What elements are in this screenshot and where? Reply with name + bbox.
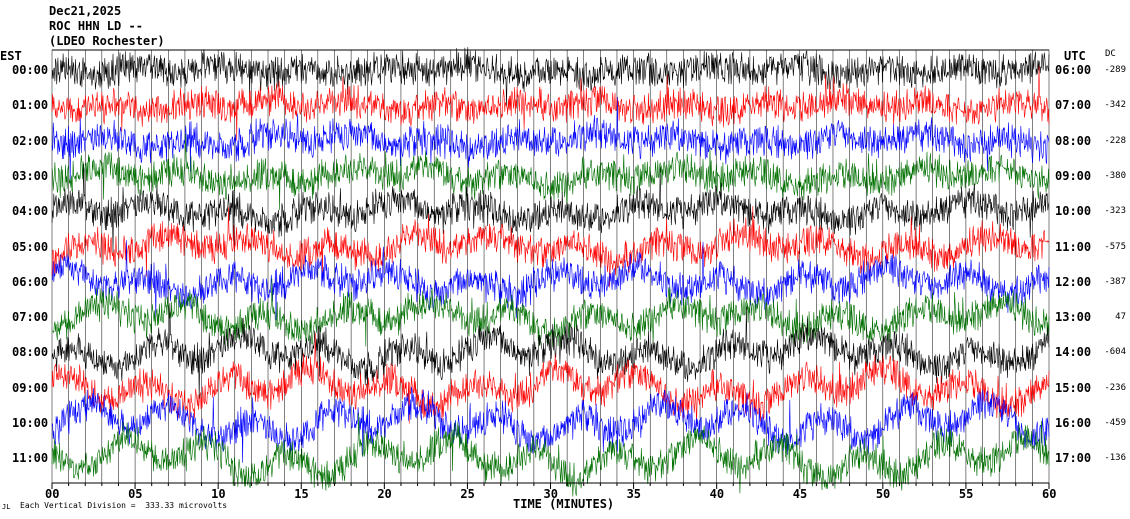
station-label: ROC HHN LD -- xyxy=(49,19,143,33)
est-time-label: 08:00 xyxy=(12,345,49,360)
dc-offset-label: -289 xyxy=(1104,65,1126,75)
est-time-label: 06:00 xyxy=(12,274,49,289)
est-axis-label: EST xyxy=(0,49,22,63)
est-time-label: 00:00 xyxy=(12,63,49,77)
est-time-label: 02:00 xyxy=(12,133,49,148)
dc-offset-label: -387 xyxy=(1104,276,1126,287)
utc-time-label: 07:00 xyxy=(1055,98,1092,113)
dc-offset-label: -236 xyxy=(1104,382,1126,393)
x-tick-label: 15 xyxy=(294,487,309,501)
dc-offset-label: -604 xyxy=(1104,347,1126,358)
x-tick-label: 55 xyxy=(958,487,974,501)
x-tick-label: 10 xyxy=(211,487,226,501)
utc-time-label: 17:00 xyxy=(1055,451,1092,466)
utc-time-label: 16:00 xyxy=(1055,416,1092,430)
trace-line-0500 xyxy=(51,206,1050,288)
trace-line-0700 xyxy=(51,278,1050,348)
dc-offset-label: 47 xyxy=(1115,312,1126,323)
est-time-label: 09:00 xyxy=(12,380,49,395)
x-tick-label: 45 xyxy=(792,487,808,501)
utc-time-label: 12:00 xyxy=(1055,274,1092,289)
trace-line-0900 xyxy=(51,332,1050,426)
trace-line-1100 xyxy=(51,413,1050,497)
est-time-label: 10:00 xyxy=(12,416,49,430)
x-tick-label: 20 xyxy=(377,487,392,501)
utc-time-label: 15:00 xyxy=(1055,380,1092,395)
trace-line-0000 xyxy=(51,47,1050,107)
x-tick-label: 40 xyxy=(709,487,725,501)
dc-offset-label: -136 xyxy=(1104,453,1126,464)
plot-frame xyxy=(51,49,1050,489)
x-tick-label: 25 xyxy=(460,487,475,501)
dc-axis-label: DC xyxy=(1105,49,1116,59)
x-tick-label: 60 xyxy=(1042,487,1057,501)
x-axis-title: TIME (MINUTES) xyxy=(513,497,615,511)
dc-offset-label: -323 xyxy=(1104,206,1126,217)
utc-time-label: 10:00 xyxy=(1055,204,1092,219)
trace-group xyxy=(51,47,1050,497)
x-tick-label: 30 xyxy=(543,487,558,501)
utc-time-label: 11:00 xyxy=(1055,239,1092,254)
utc-time-label: 13:00 xyxy=(1055,310,1092,325)
est-time-label: 05:00 xyxy=(12,239,49,254)
utc-time-label: 09:00 xyxy=(1055,168,1092,183)
est-time-label: 07:00 xyxy=(12,310,49,325)
trace-line-0600 xyxy=(51,240,1050,321)
utc-time-label: 08:00 xyxy=(1055,133,1092,148)
location-label: (LDEO Rochester) xyxy=(49,34,165,48)
dc-offset-label: -342 xyxy=(1104,100,1126,111)
utc-time-label: 14:00 xyxy=(1055,345,1092,360)
trace-line-0800 xyxy=(51,303,1050,400)
trace-line-0400 xyxy=(51,163,1050,254)
scale-note: Each Vertical Division = 333.33 microvol… xyxy=(20,501,228,510)
dc-offset-label: -459 xyxy=(1104,418,1126,428)
x-tick-label: 05 xyxy=(128,487,143,501)
dc-offset-label: -575 xyxy=(1104,241,1126,252)
corner-mark: JL xyxy=(2,503,11,511)
x-tick-label: 00 xyxy=(45,487,60,501)
x-tick-label: 50 xyxy=(875,487,891,501)
dc-offset-label: -380 xyxy=(1104,170,1126,181)
est-time-label: 04:00 xyxy=(12,204,49,219)
est-time-label: 01:00 xyxy=(12,98,49,113)
utc-axis-label: UTC xyxy=(1064,49,1086,63)
dc-offset-label: -228 xyxy=(1104,135,1126,146)
trace-line-0200 xyxy=(51,96,1050,184)
est-time-label: 11:00 xyxy=(12,451,49,466)
trace-line-1000 xyxy=(51,386,1050,463)
trace-line-0100 xyxy=(51,65,1050,141)
utc-time-label: 06:00 xyxy=(1055,63,1092,77)
est-time-label: 03:00 xyxy=(12,168,49,183)
x-tick-label: 35 xyxy=(626,487,642,501)
date-label: Dec21,2025 xyxy=(49,4,122,18)
